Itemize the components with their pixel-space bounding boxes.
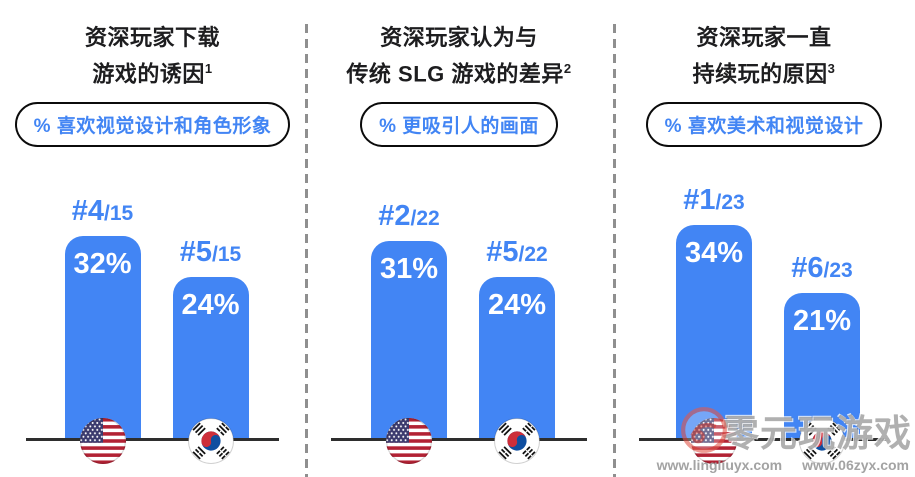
axis-line [331, 438, 587, 442]
rank-total: /23 [823, 259, 853, 283]
footnote-marker: 3 [827, 61, 836, 76]
bar-group-us: #2/22 31% [369, 200, 449, 441]
bar-chart-retention: #1/23 34% #6/23 21% [613, 163, 915, 441]
watermark-url-left: www.lingliuyx.com [656, 457, 783, 473]
title-line-2: 持续玩的原因 [692, 61, 828, 87]
axis-line [638, 438, 890, 442]
bar-group-kr: #5/22 24% [477, 236, 557, 441]
rank-total: /15 [104, 202, 134, 226]
metric-pill: % 更吸引人的画面 [360, 102, 558, 148]
panel-divider [613, 24, 616, 477]
panel-download-reasons: 资深玩家下载 游戏的诱因1 % 喜欢视觉设计和角色形象 #4/15 32% #5… [0, 0, 305, 477]
axis-line [25, 438, 280, 442]
title-line-1: 资深玩家认为与 [380, 25, 538, 50]
watermark-url-right: www.06zyx.com [802, 457, 909, 473]
bar-group-kr: #6/23 21% [782, 252, 862, 441]
title-line-1: 资深玩家下载 [84, 25, 220, 50]
rank-total: /23 [715, 191, 745, 215]
bar-us: 31% [371, 241, 447, 441]
bar-group-us: #1/23 34% [674, 184, 754, 441]
rank-label-us: #1/23 [683, 184, 744, 217]
panel-retention-reasons: 资深玩家一直 持续玩的原因3 % 喜欢美术和视觉设计 #1/23 34% #6/… [613, 0, 915, 477]
title-line-1: 资深玩家一直 [696, 25, 832, 50]
rank-number: #5 [486, 236, 519, 269]
panel-title: 资深玩家认为与 传统 SLG 游戏的差异2 [346, 22, 571, 89]
rank-number: #6 [791, 252, 824, 285]
bar-chart-download: #4/15 32% #5/15 24% [0, 163, 305, 441]
panel-divider [305, 24, 308, 477]
metric-pill: % 喜欢美术和视觉设计 [645, 102, 883, 148]
panel-slg-difference: 资深玩家认为与 传统 SLG 游戏的差异2 % 更吸引人的画面 #2/22 31… [305, 0, 613, 477]
rank-total: /22 [410, 207, 440, 231]
metric-pill-label: % 更吸引人的画面 [379, 116, 539, 138]
rank-label-us: #4/15 [72, 195, 133, 228]
bar-value-label: 34% [684, 237, 744, 270]
footnote-marker: 1 [204, 61, 213, 76]
bar-value-label: 21% [792, 305, 852, 338]
metric-pill: % 喜欢视觉设计和角色形象 [14, 102, 291, 148]
bar-kr: 24% [172, 277, 249, 441]
title-line-2: 游戏的诱因 [92, 61, 205, 87]
footnote-marker: 2 [563, 61, 572, 76]
watermark-urls: www.lingliuyx.com www.06zyx.com [657, 457, 912, 475]
rank-label-kr: #6/23 [791, 252, 852, 285]
south-korea-flag-icon [188, 418, 234, 464]
bar-value-label: 32% [73, 248, 132, 281]
bar-value-label: 24% [181, 289, 240, 322]
bar-group-kr: #5/15 24% [171, 236, 251, 441]
rank-label-kr: #5/15 [180, 236, 241, 269]
rank-label-us: #2/22 [378, 200, 439, 233]
rank-number: #5 [179, 236, 213, 269]
panel-title: 资深玩家一直 持续玩的原因3 [693, 22, 836, 89]
bar-us: 34% [676, 225, 752, 441]
bar-group-us: #4/15 32% [63, 195, 143, 441]
watermark-brand-row: 零元玩游戏 [657, 403, 912, 457]
metric-pill-label: % 喜欢视觉设计和角色形象 [33, 116, 272, 138]
rank-label-kr: #5/22 [486, 236, 547, 269]
title-line-2: 传统 SLG 游戏的差异 [346, 61, 564, 87]
bar-value-label: 24% [487, 289, 547, 322]
watermark-logo-icon [679, 405, 729, 455]
rank-total: /15 [212, 243, 242, 267]
bar-kr: 21% [784, 293, 860, 441]
rank-number: #1 [683, 184, 716, 217]
bar-kr: 24% [479, 277, 555, 441]
watermark: 零元玩游戏 www.lingliuyx.com www.06zyx.com [657, 403, 912, 475]
bar-value-label: 31% [379, 253, 439, 286]
south-korea-flag-icon [494, 418, 540, 464]
rank-number: #2 [378, 200, 411, 233]
rank-total: /22 [518, 243, 548, 267]
bar-us: 32% [64, 236, 141, 441]
rank-number: #4 [71, 195, 105, 228]
usa-flag-icon [80, 418, 126, 464]
usa-flag-icon [386, 418, 432, 464]
bar-chart-difference: #2/22 31% #5/22 24% [305, 163, 613, 441]
metric-pill-label: % 喜欢美术和视觉设计 [664, 116, 864, 138]
panel-title: 资深玩家下载 游戏的诱因1 [85, 22, 220, 89]
watermark-brand-text: 零元玩游戏 [722, 413, 912, 454]
